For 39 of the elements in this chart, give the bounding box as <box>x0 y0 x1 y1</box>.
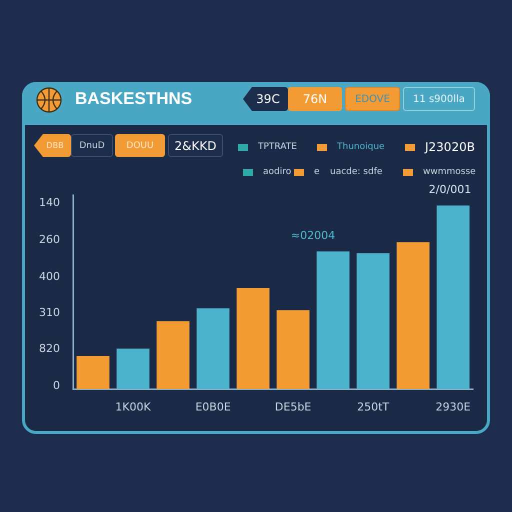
text: aodiro <box>263 167 292 177</box>
text: 2&KKD <box>174 138 216 152</box>
text: wwmmosse <box>423 167 476 177</box>
text: 0 <box>53 379 60 392</box>
bar <box>356 253 390 389</box>
text: 2/0/001 <box>428 183 472 196</box>
bar <box>276 310 310 389</box>
bar <box>76 356 110 389</box>
text: Thunoique <box>337 142 385 152</box>
bar <box>156 321 190 389</box>
text: 820 <box>39 342 60 355</box>
text: 140 <box>39 196 60 209</box>
x-tick-label: 2930E <box>436 400 471 414</box>
bar <box>436 205 470 389</box>
x-tick-label: 1K00K <box>115 400 152 414</box>
bar <box>316 251 350 389</box>
text: DOUU <box>126 140 154 150</box>
text: 39C <box>256 92 280 106</box>
bar <box>116 348 150 389</box>
text: e <box>314 167 320 177</box>
text: DBB <box>46 141 64 150</box>
bar <box>236 288 270 389</box>
bar <box>196 308 230 389</box>
text: 400 <box>39 270 60 283</box>
annotation: ≈02004 <box>290 229 336 242</box>
text: uacde: sdfe <box>330 167 382 177</box>
text: 310 <box>39 306 60 319</box>
x-tick-label: 250tT <box>357 400 390 414</box>
text: TPTRATE <box>258 142 297 152</box>
x-tick-label: E0B0E <box>195 400 231 414</box>
bar <box>396 242 430 389</box>
text: DnuD <box>79 140 105 150</box>
chart-title: BASKESTHNS <box>75 89 192 109</box>
x-tick-label: DE5bE <box>274 400 312 414</box>
text: J23020B <box>425 140 475 154</box>
text: 260 <box>39 233 60 246</box>
text: 11 s900lla <box>413 94 465 104</box>
text: 76N <box>302 92 328 106</box>
text: EDOVE <box>355 94 390 104</box>
